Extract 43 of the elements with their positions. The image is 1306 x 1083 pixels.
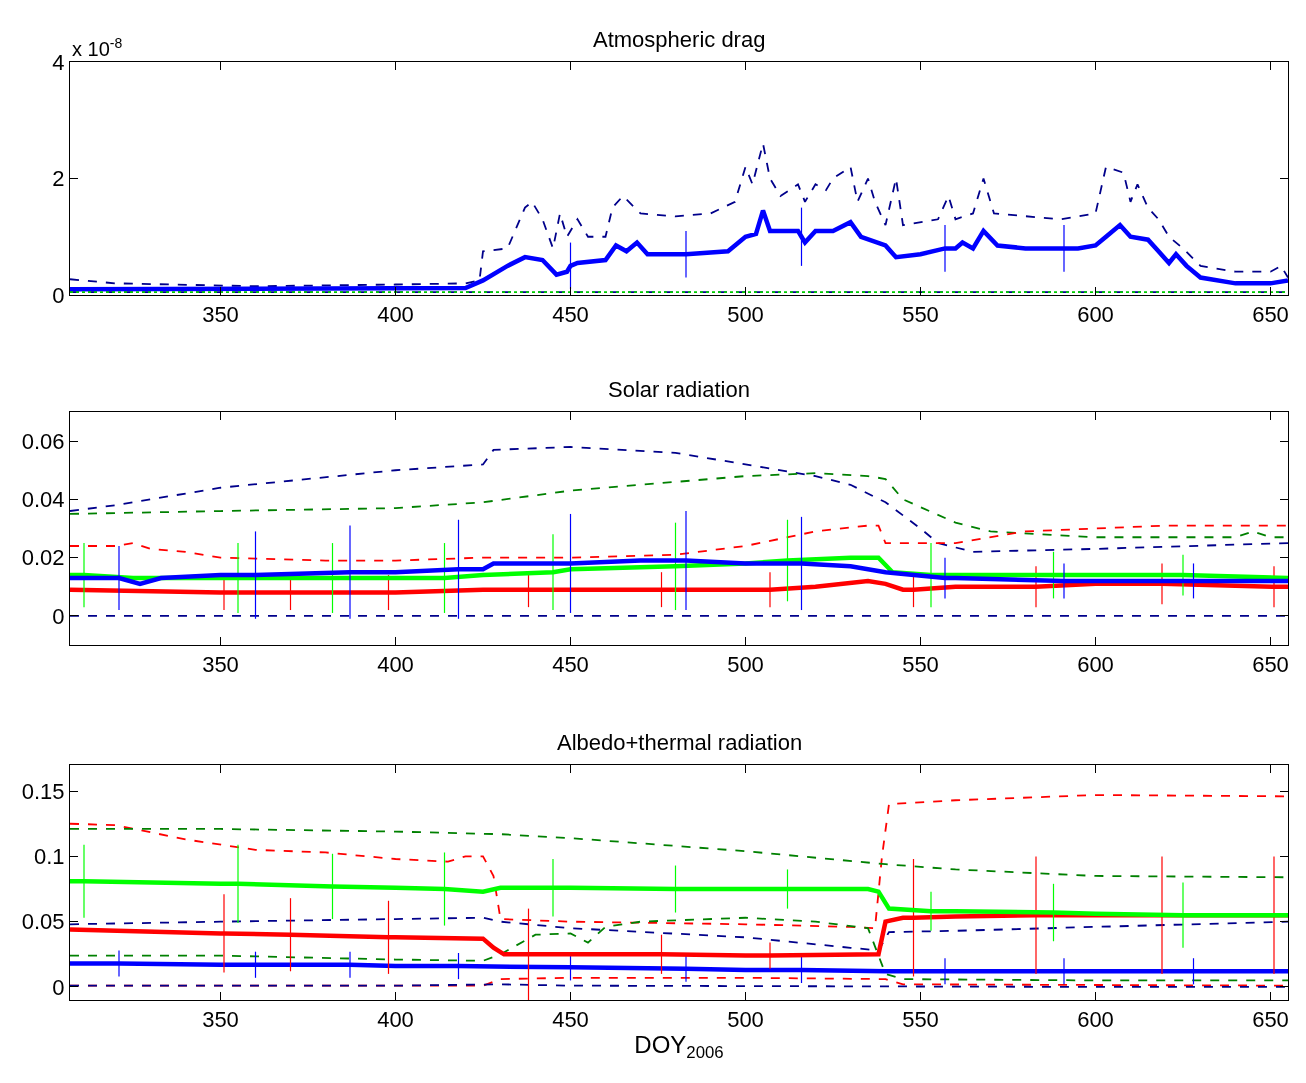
x-tick-label: 450 xyxy=(552,302,589,328)
line-series xyxy=(70,916,1288,982)
line-series xyxy=(70,916,1288,952)
x-tick-label: 650 xyxy=(1252,1007,1289,1033)
y-tick-label: 0.06 xyxy=(21,428,65,454)
y-tick-label: 0.1 xyxy=(34,844,65,870)
x-tick-label: 650 xyxy=(1252,652,1289,678)
chart-title: Albedo+thermal radiation xyxy=(557,730,803,755)
x-tick-label: 600 xyxy=(1077,652,1114,678)
x-tick-label: 550 xyxy=(902,652,939,678)
x-tick-label: 600 xyxy=(1077,1007,1114,1033)
y-tick-label: 0 xyxy=(52,974,65,1000)
x-tick-label: 400 xyxy=(377,1007,414,1033)
x-tick-label: 650 xyxy=(1252,302,1289,328)
y-tick-label: 0 xyxy=(52,282,65,308)
y-tick-label: 0 xyxy=(52,603,65,629)
x-tick-label: 400 xyxy=(377,652,414,678)
x-tick-label: 550 xyxy=(902,1007,939,1033)
x-axis-title: DOY$_{2006}$ xyxy=(634,1030,724,1062)
y-tick-label: 4 xyxy=(52,49,65,75)
x-tick-label: 500 xyxy=(727,652,764,678)
chart-title: Atmospheric drag xyxy=(593,27,766,52)
x-tick-label: 350 xyxy=(202,652,239,678)
y-tick-label: 0.02 xyxy=(21,545,65,571)
y-tick-label: 0.04 xyxy=(21,487,65,513)
x-tick-label: 350 xyxy=(202,302,239,328)
x-tick-label: 450 xyxy=(552,652,589,678)
x-tick-label: 550 xyxy=(902,302,939,328)
chart-title: Solar radiation xyxy=(608,377,750,402)
line-series xyxy=(70,446,1288,553)
line-series xyxy=(70,142,1288,288)
line-series xyxy=(70,524,1288,562)
x-tick-label: 400 xyxy=(377,302,414,328)
y-tick-label: 0.15 xyxy=(21,778,65,804)
x-tick-label: 500 xyxy=(727,1007,764,1033)
x-tick-label: 350 xyxy=(202,1007,239,1033)
y-tick-label: 0.05 xyxy=(21,909,65,935)
x-tick-label: 500 xyxy=(727,302,764,328)
y-tick-label: 2 xyxy=(52,166,65,192)
x-tick-label: 450 xyxy=(552,1007,589,1033)
line-series xyxy=(70,208,1288,292)
x-tick-label: 600 xyxy=(1077,302,1114,328)
text: x 10$^{-8}$ xyxy=(72,35,123,61)
